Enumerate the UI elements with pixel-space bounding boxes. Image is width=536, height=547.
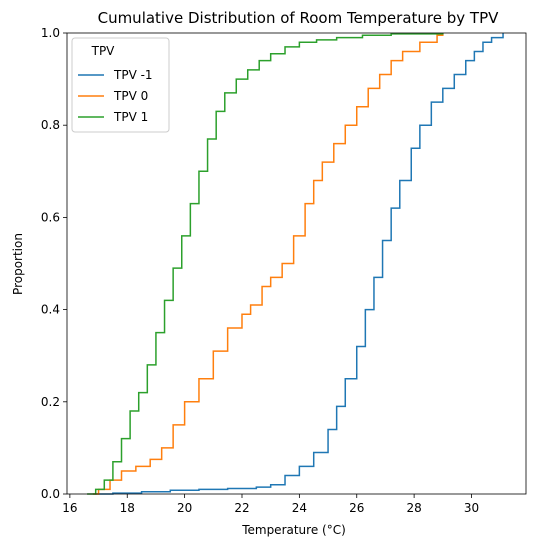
legend-title: TPV [91, 44, 116, 58]
x-axis-label: Temperature (°C) [241, 523, 346, 537]
chart-title: Cumulative Distribution of Room Temperat… [98, 9, 500, 27]
legend-box [71, 37, 170, 133]
x-tick-label-6: 28 [406, 501, 421, 515]
x-tick-label-2: 20 [177, 501, 192, 515]
series-line-2 [87, 33, 444, 495]
series-line-1 [92, 33, 444, 495]
y-axis: 0.0 0.2 0.4 0.6 0.8 1.0 [41, 26, 67, 501]
y-tick-label-1: 0.2 [41, 395, 60, 409]
plot-area [66, 32, 527, 495]
x-tick-label-3: 22 [234, 501, 249, 515]
legend-entry-1: TPV 0 [113, 89, 148, 103]
legend: TPV TPV -1 TPV 0 TPV 1 [71, 37, 170, 133]
series-line-0 [95, 33, 504, 495]
x-tick-label-5: 26 [349, 501, 364, 515]
y-tick-label-4: 0.8 [41, 118, 60, 132]
axes-frame [66, 32, 527, 495]
legend-entry-2: TPV 1 [113, 110, 148, 124]
y-axis-label: Proportion [11, 233, 25, 295]
legend-entry-0: TPV -1 [113, 68, 153, 82]
x-axis: 16 18 20 22 24 26 28 30 [62, 494, 479, 515]
x-tick-label-4: 24 [292, 501, 307, 515]
x-tick-label-7: 30 [464, 501, 479, 515]
y-tick-label-3: 0.6 [41, 210, 60, 224]
y-tick-label-5: 1.0 [41, 26, 60, 40]
x-tick-label-0: 16 [62, 501, 77, 515]
x-tick-label-1: 18 [120, 501, 135, 515]
y-tick-label-2: 0.4 [41, 303, 60, 317]
y-tick-label-0: 0.0 [41, 487, 60, 501]
